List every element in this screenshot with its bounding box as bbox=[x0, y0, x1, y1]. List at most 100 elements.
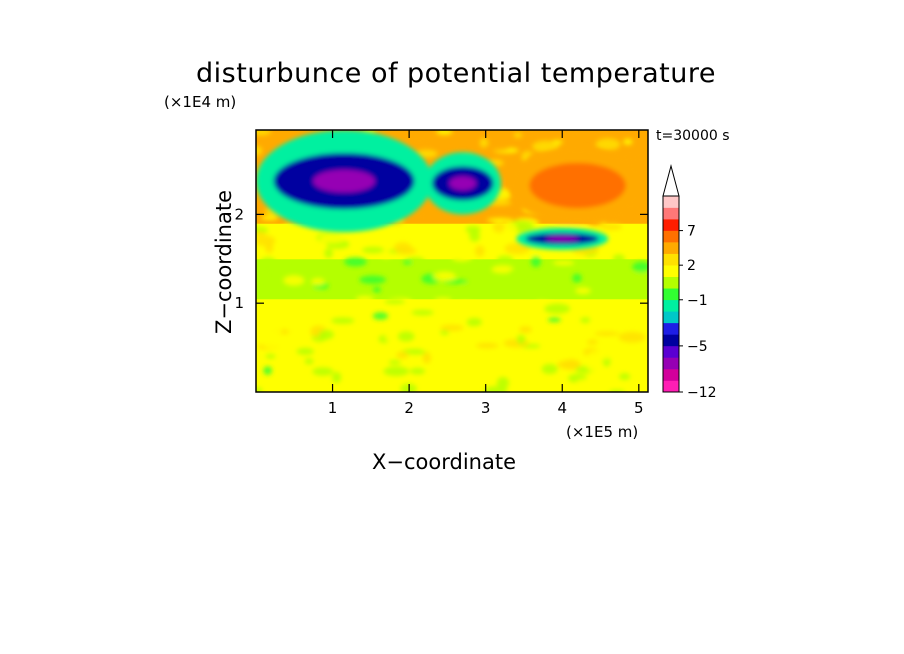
field-blob bbox=[519, 326, 532, 334]
field-blob bbox=[433, 271, 457, 282]
field-blob bbox=[266, 319, 286, 325]
field-blob bbox=[536, 300, 545, 306]
field-blob bbox=[260, 266, 289, 274]
field-blob bbox=[595, 138, 621, 151]
y-axis-unit: (×1E4 m) bbox=[164, 93, 237, 111]
field-blob bbox=[384, 299, 406, 305]
colorbar-swatch bbox=[663, 299, 679, 312]
field-blob bbox=[359, 275, 387, 284]
x-tick-label: 5 bbox=[634, 399, 644, 417]
field-blob bbox=[575, 287, 591, 295]
colorbar-swatch bbox=[663, 242, 679, 254]
field-blob bbox=[403, 260, 413, 265]
field-blob bbox=[361, 246, 385, 254]
field-blob bbox=[285, 373, 297, 380]
field-blob bbox=[324, 248, 333, 259]
x-tick-label: 3 bbox=[481, 399, 491, 417]
field-blob bbox=[256, 387, 263, 392]
field-blob bbox=[629, 271, 648, 284]
colorbar-swatch bbox=[663, 322, 679, 335]
field-blob bbox=[484, 143, 511, 152]
field-blob bbox=[388, 359, 401, 365]
field-blob bbox=[426, 244, 437, 251]
time-annotation: t=30000 s bbox=[656, 128, 730, 144]
field-blob bbox=[312, 367, 334, 376]
field-blob bbox=[623, 150, 642, 160]
field-blob bbox=[466, 317, 483, 327]
field-blob bbox=[318, 329, 334, 340]
field-blob bbox=[256, 230, 266, 237]
field-blob bbox=[618, 373, 631, 380]
field-blob bbox=[626, 362, 642, 369]
colorbar-swatch bbox=[663, 265, 679, 278]
field-blob bbox=[618, 331, 646, 343]
field-blob bbox=[594, 331, 620, 336]
colorbar-tick-label: −12 bbox=[687, 385, 717, 401]
colorbar: −12−5−127 bbox=[662, 164, 717, 401]
colorbar-swatch bbox=[663, 196, 679, 208]
field-blob bbox=[632, 261, 648, 273]
field-blob bbox=[409, 367, 426, 375]
field-blob bbox=[586, 339, 598, 345]
field-blob bbox=[493, 351, 514, 357]
field-blob bbox=[440, 330, 449, 335]
field-blob bbox=[453, 348, 475, 353]
x-tick-label: 2 bbox=[404, 399, 414, 417]
field-blob bbox=[256, 145, 263, 156]
field-blob bbox=[417, 334, 438, 345]
field-blob bbox=[530, 255, 542, 268]
field-blob bbox=[434, 297, 453, 302]
field-blob bbox=[304, 358, 314, 365]
field-blob bbox=[438, 147, 463, 153]
field-blob bbox=[259, 325, 283, 337]
field-blob bbox=[486, 217, 514, 223]
field-blob bbox=[590, 317, 607, 325]
field-blob bbox=[617, 239, 630, 246]
field-blob bbox=[629, 241, 643, 247]
field-blob bbox=[311, 277, 325, 286]
field-blob bbox=[492, 221, 506, 233]
field-blob bbox=[397, 331, 415, 342]
field-blob bbox=[474, 245, 485, 257]
field-blob bbox=[586, 360, 603, 373]
field-blob bbox=[422, 352, 432, 364]
field-blob bbox=[541, 363, 558, 375]
field-blob bbox=[562, 130, 583, 139]
colorbar-swatch bbox=[663, 207, 679, 220]
colorbar-tick-label: 7 bbox=[687, 224, 696, 240]
field-blob bbox=[265, 241, 274, 254]
field-blob bbox=[383, 366, 410, 377]
field-blob bbox=[587, 350, 613, 360]
field-blob bbox=[505, 282, 515, 290]
field-blob bbox=[393, 242, 412, 254]
colorbar-swatch bbox=[663, 276, 679, 289]
field-blob bbox=[626, 349, 647, 355]
plot-frame bbox=[255, 129, 649, 393]
field-blob bbox=[415, 149, 438, 158]
field-blob bbox=[283, 223, 301, 229]
field-blob bbox=[287, 324, 302, 337]
field-blob bbox=[369, 230, 391, 240]
field-blob bbox=[580, 317, 591, 323]
colorbar-swatch bbox=[663, 219, 679, 231]
field-blob bbox=[267, 275, 276, 283]
field-blob bbox=[552, 260, 575, 266]
colorbar-swatch bbox=[663, 368, 679, 381]
field-blob bbox=[453, 301, 477, 310]
field-blob bbox=[532, 140, 560, 153]
field-blob bbox=[405, 256, 426, 267]
field-blob bbox=[256, 130, 271, 136]
field-blob bbox=[372, 354, 391, 365]
field-blob bbox=[265, 354, 276, 359]
contour-field bbox=[256, 130, 648, 392]
field-blob bbox=[572, 273, 582, 283]
field-blob bbox=[451, 253, 473, 262]
field-blob bbox=[263, 366, 272, 375]
feature-center-0 bbox=[313, 169, 375, 193]
field-blob bbox=[516, 334, 526, 345]
field-blob bbox=[331, 317, 355, 324]
field-blob bbox=[462, 281, 479, 291]
field-blob bbox=[260, 257, 276, 268]
field-blob bbox=[600, 223, 623, 231]
